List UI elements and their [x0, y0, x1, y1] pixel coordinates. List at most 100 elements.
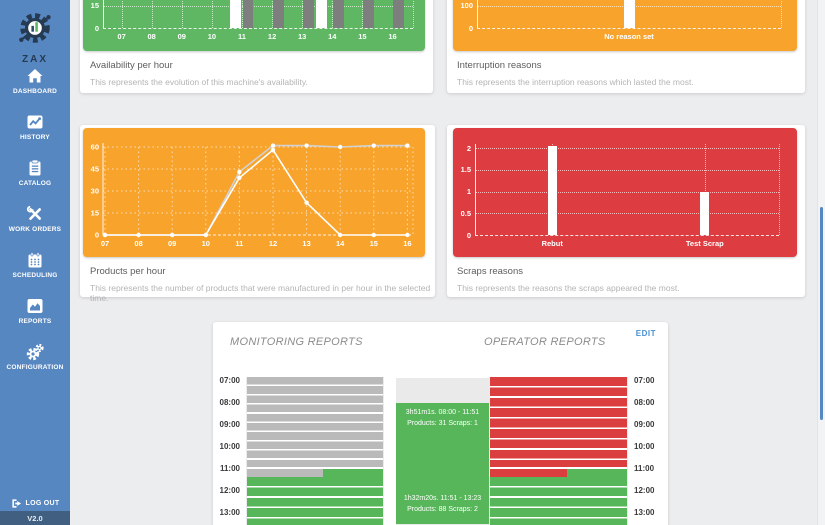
plot-right-edge: [413, 0, 414, 28]
gridline: [475, 148, 779, 150]
annotation-block: [396, 523, 489, 525]
y-tick-label: 0.5: [460, 208, 471, 218]
time-label-right: 11:00: [634, 464, 655, 474]
availability-bar: [316, 0, 327, 28]
sidebar-item-scheduling[interactable]: SCHEDULING: [0, 246, 70, 292]
scrollbar-thumb[interactable]: [820, 207, 823, 420]
annotation-text: 1h32m20s. 11:51 - 13:23: [403, 494, 482, 502]
data-point: [338, 232, 343, 238]
sidebar-item-work-orders[interactable]: WORK ORDERS: [0, 200, 70, 246]
sidebar-item-logout[interactable]: LOG OUT: [0, 496, 70, 511]
sidebar-item-label: WORK ORDERS: [8, 226, 62, 233]
x-tick-label: 13: [302, 239, 310, 248]
interruptions-chart: 0 100 No reason set: [453, 0, 797, 51]
sidebar-item-label: CATALOG: [18, 180, 52, 187]
availability-bar: [363, 0, 375, 28]
operator-annotations: 3h51m1s. 08:00 - 11:51 Products: 31 Scrap…: [396, 377, 489, 525]
series-line-manufactured-total: [105, 144, 408, 236]
data-point: [270, 147, 276, 153]
edit-link[interactable]: EDIT: [635, 329, 656, 338]
y-tick-label: 2: [466, 143, 471, 153]
y-tick-label: 0: [95, 231, 99, 240]
x-tick-label: 11: [235, 239, 243, 248]
timeline-segment: [490, 377, 627, 468]
tools-icon: [26, 205, 42, 221]
sidebar-item-configuration[interactable]: CONFIGURATION: [0, 338, 70, 384]
logout-label: LOG OUT: [25, 500, 60, 507]
timeline-segment: [566, 468, 627, 478]
time-label-left: 13:00: [219, 508, 240, 518]
x-tick-label: 10: [207, 32, 217, 41]
data-point: [371, 143, 376, 148]
gridline: [475, 191, 779, 193]
availability-bar: [229, 0, 242, 28]
data-point: [405, 232, 410, 238]
x-tick-label: 16: [403, 239, 411, 248]
operator-reports-title: OPERATOR REPORTS: [484, 336, 606, 348]
time-label-right: 10:00: [634, 442, 655, 452]
calendar-icon: [28, 252, 42, 268]
y-tick-label: 30: [91, 187, 99, 196]
x-tick-label: 16: [388, 32, 397, 41]
sidebar-item-label: HISTORY: [20, 134, 50, 141]
app-logo[interactable]: ZAX: [0, 8, 70, 65]
monitoring-timeline-strip: [247, 377, 383, 525]
card-description: This represents the interruption reasons…: [457, 77, 694, 87]
data-point: [102, 232, 108, 238]
logo-text: ZAX: [22, 54, 48, 65]
sidebar-item-label: REPORTS: [18, 318, 52, 325]
y-tick-label: 0: [466, 230, 471, 240]
x-tick-label: Rebut: [541, 239, 563, 248]
gridline: [151, 0, 153, 28]
scrollbar-track[interactable]: [817, 0, 825, 525]
y-axis: [477, 0, 478, 28]
timeline-segment: [247, 468, 324, 478]
timeline-transition-row: [490, 467, 627, 478]
area-chart-icon: [27, 299, 43, 313]
annotation-text: 3h51m1s. 08:00 - 11:51: [405, 408, 480, 416]
y-axis: [475, 144, 476, 235]
gridline: [272, 0, 274, 28]
time-label-right: 13:00: [634, 508, 655, 518]
x-tick-label: 14: [336, 239, 345, 248]
y-axis: [103, 0, 104, 28]
time-label-left: 07:00: [219, 377, 240, 386]
x-tick-label: 15: [370, 239, 378, 248]
sign-out-icon: [11, 499, 21, 508]
reports-panel: MONITORING REPORTS OPERATOR REPORTS EDIT…: [213, 322, 668, 525]
gridline: [302, 0, 304, 28]
clipboard-icon: [29, 159, 41, 176]
sidebar-item-catalog[interactable]: CATALOG: [0, 154, 70, 200]
data-point: [237, 175, 242, 180]
y-tick-label: 60: [91, 143, 99, 152]
data-point: [405, 143, 410, 148]
y-tick-label: 15: [90, 1, 99, 11]
gridline: [242, 0, 243, 28]
y-tick-label: 1: [466, 187, 471, 197]
data-point: [338, 144, 343, 150]
operator-timeline-strip: [490, 377, 627, 525]
data-point: [270, 143, 276, 148]
x-tick-label: 07: [117, 32, 126, 41]
data-point: [203, 232, 208, 238]
y-tick-label: 15: [91, 209, 99, 218]
x-tick-label: 12: [267, 32, 277, 41]
card-interruptions: 0 100 No reason set Interruption reasons T…: [447, 0, 805, 93]
annotation-block: 3h51m1s. 08:00 - 11:51 Products: 31 Scrap…: [396, 402, 489, 490]
interruption-bar: [623, 0, 635, 28]
x-tick-label: 08: [147, 32, 156, 41]
sidebar-item-history[interactable]: HISTORY: [0, 108, 70, 154]
sidebar-item-dashboard[interactable]: DASHBOARD: [0, 62, 70, 108]
version-badge: V2.0: [0, 511, 70, 525]
x-tick-label: 14: [328, 32, 337, 41]
annotation-block: 1h32m20s. 11:51 - 13:23 Products: 88 Scra…: [396, 488, 489, 525]
availability-bar: [333, 0, 345, 28]
gridline: [704, 144, 706, 235]
sidebar-item-label: DASHBOARD: [12, 88, 58, 95]
sidebar-item-reports[interactable]: REPORTS: [0, 292, 70, 338]
availability-bar: [393, 0, 404, 28]
sidebar: ZAX DASHBOARD HISTORY: [0, 0, 70, 525]
home-icon: [27, 69, 43, 83]
time-label-right: 07:00: [634, 377, 655, 386]
